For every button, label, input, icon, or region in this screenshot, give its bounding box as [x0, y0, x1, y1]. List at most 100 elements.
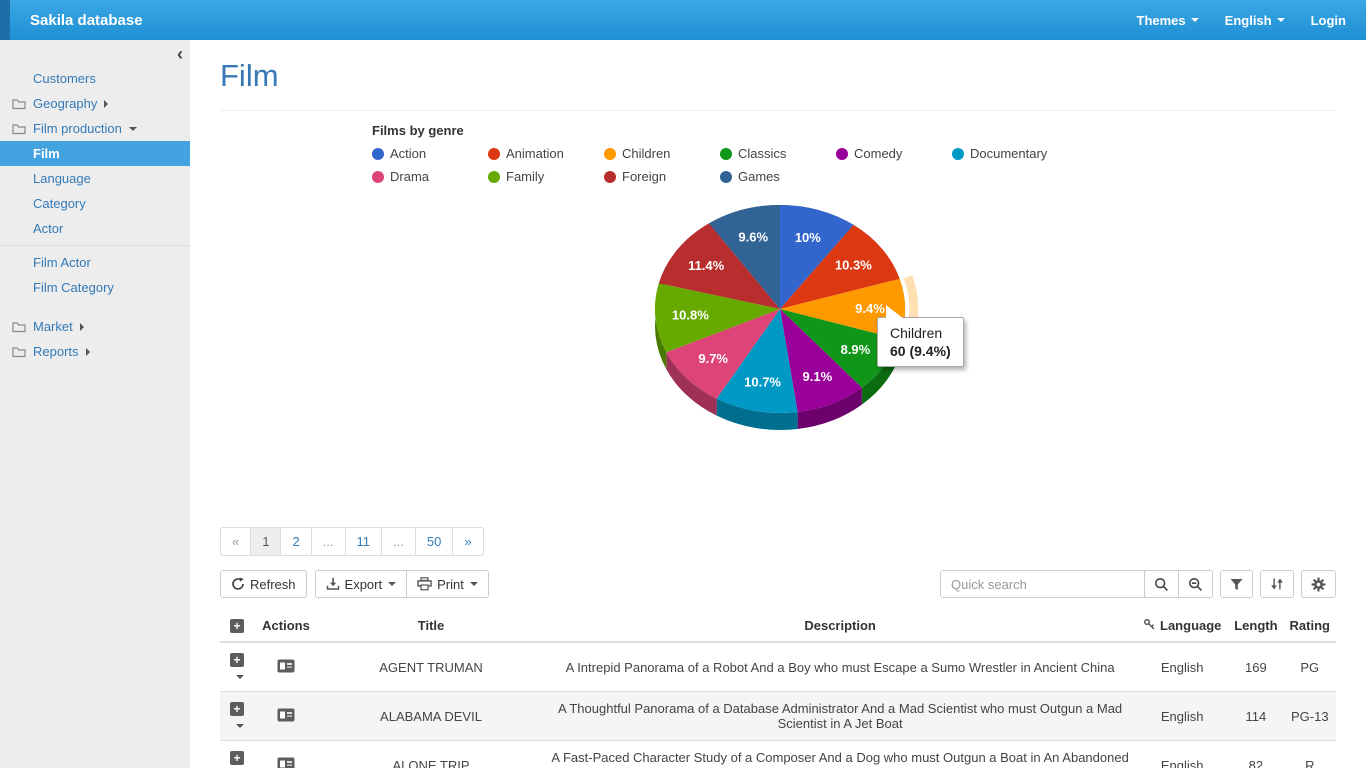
page-link-2[interactable]: 2	[280, 527, 312, 556]
legend-item-family[interactable]: Family	[488, 169, 590, 184]
table-row[interactable]: + AGENT TRUMAN A Intrepid Panorama of a Ro…	[220, 641, 1336, 692]
sidebar-item-film-production[interactable]: Film production	[0, 116, 190, 141]
quick-search-input[interactable]	[940, 570, 1145, 598]
search-button[interactable]	[1144, 570, 1179, 598]
sidebar-menu: Customers Geography Film production Film Lan…	[0, 40, 190, 364]
print-button[interactable]: Print	[406, 570, 489, 598]
chevron-down-icon[interactable]	[235, 675, 244, 679]
expand-row-icon[interactable]: +	[230, 653, 244, 667]
page-link-1[interactable]: 1	[250, 527, 282, 556]
refresh-button[interactable]: Refresh	[220, 570, 307, 598]
pie-slice-family[interactable]	[655, 283, 780, 353]
pie-slice-games[interactable]	[709, 205, 780, 309]
brand[interactable]: Sakila database	[30, 11, 143, 29]
legend-item-comedy[interactable]: Comedy	[836, 146, 938, 161]
settings-button[interactable]	[1301, 570, 1336, 598]
expand-row-icon[interactable]: +	[230, 702, 244, 716]
legend-item-games[interactable]: Games	[720, 169, 822, 184]
pie-slice-classics[interactable]	[780, 309, 900, 388]
pie-slice-documentary[interactable]	[716, 309, 798, 413]
page-link-50[interactable]: 50	[414, 527, 454, 556]
chevron-down-icon[interactable]	[235, 724, 244, 728]
export-button[interactable]: Export	[314, 570, 408, 598]
page-link-xxx[interactable]: ...	[310, 527, 346, 556]
sidebar-collapse-button[interactable]: ‹	[177, 45, 183, 63]
pie-label-documentary: 10.7%	[744, 374, 781, 389]
pie-slice-drama[interactable]	[666, 309, 780, 399]
nav-item-label: Login	[1310, 12, 1346, 28]
page-link-11[interactable]: 11	[344, 527, 383, 556]
export-label: Export	[344, 576, 383, 592]
sidebar-item-market[interactable]: Market	[0, 314, 190, 339]
expand-cell: +	[220, 641, 254, 692]
column-header-rating[interactable]: Rating	[1283, 610, 1336, 643]
sidebar-item-customers[interactable]: Customers	[0, 66, 190, 91]
nav-item-english[interactable]: English	[1225, 13, 1285, 28]
column-header-language[interactable]: Language	[1136, 610, 1229, 643]
nav-item-themes[interactable]: Themes	[1137, 13, 1199, 28]
row-detail-button[interactable]	[277, 708, 295, 722]
sidebar-item-language[interactable]: Language	[0, 166, 190, 191]
legend-label: Foreign	[622, 169, 667, 184]
pagination: «1 2... 11... 50»	[220, 527, 1336, 556]
table-row[interactable]: + ALONE TRIP A Fast-Paced Character Study …	[220, 740, 1336, 768]
navbar: Sakila database Themes English Login	[0, 0, 1366, 40]
sidebar-item-category[interactable]: Category	[0, 191, 190, 216]
tooltip-pointer-icon	[886, 305, 904, 319]
description-cell: A Thoughtful Panorama of a Database Admi…	[544, 691, 1137, 741]
page-item: «	[220, 527, 252, 556]
legend-item-children[interactable]: Children	[604, 146, 706, 161]
clear-search-button[interactable]	[1178, 570, 1213, 598]
pie-slice-animation[interactable]	[780, 224, 900, 309]
folder-icon	[12, 98, 26, 110]
row-detail-button[interactable]	[277, 757, 295, 768]
sidebar-item-label: Reports	[33, 344, 79, 359]
actions-cell	[254, 740, 318, 768]
pie-label-drama: 9.7%	[698, 351, 728, 366]
sidebar-item-film-category[interactable]: Film Category	[0, 275, 190, 300]
sidebar-item-film-actor[interactable]: Film Actor	[0, 250, 190, 275]
page-link-xxx[interactable]: ...	[381, 527, 416, 556]
pie-slice-foreign[interactable]	[658, 223, 780, 309]
pie-label-foreign: 11.4%	[688, 258, 725, 273]
pie-label-action: 10%	[795, 230, 821, 245]
pie-slice-comedy[interactable]	[780, 309, 862, 412]
filter-button[interactable]	[1220, 570, 1253, 598]
column-header-title[interactable]: Title	[318, 610, 544, 643]
length-cell: 169	[1228, 641, 1284, 692]
sidebar-item-actor[interactable]: Actor	[0, 216, 190, 241]
legend-label: Games	[738, 169, 780, 184]
legend-item-foreign[interactable]: Foreign	[604, 169, 706, 184]
legend-item-documentary[interactable]: Documentary	[952, 146, 1054, 161]
legend-item-animation[interactable]: Animation	[488, 146, 590, 161]
legend-item-action[interactable]: Action	[372, 146, 474, 161]
table-row[interactable]: + ALABAMA DEVIL A Thoughtful Panorama of a…	[220, 691, 1336, 741]
sidebar-item-film[interactable]: Film	[0, 141, 190, 166]
main-content: Film Films by genre Action Animation Child…	[190, 0, 1366, 768]
page-link-x[interactable]: »	[452, 527, 484, 556]
nav-item-login[interactable]: Login	[1311, 13, 1346, 28]
sidebar-item-geography[interactable]: Geography	[0, 91, 190, 116]
pie-slice-action[interactable]	[780, 205, 854, 309]
legend-item-classics[interactable]: Classics	[720, 146, 822, 161]
legend-label: Family	[506, 169, 545, 184]
legend-item-drama[interactable]: Drama	[372, 169, 474, 184]
page-link-x[interactable]: «	[220, 527, 252, 556]
page-item: »	[452, 527, 484, 556]
expand-row-icon[interactable]: +	[230, 751, 244, 765]
pie-slice-children[interactable]	[780, 278, 905, 340]
expand-all-icon[interactable]: +	[230, 619, 244, 633]
column-header-length[interactable]: Length	[1228, 610, 1284, 643]
row-detail-button[interactable]	[277, 659, 295, 673]
legend-dot-icon	[952, 147, 964, 160]
table-header-row: + Actions Title Description Language Len…	[220, 610, 1336, 643]
column-header-actions[interactable]: Actions	[254, 610, 318, 643]
legend-label: Classics	[738, 146, 787, 161]
column-header-description[interactable]: Description	[544, 610, 1137, 643]
key-icon	[1143, 618, 1156, 631]
export-print-group: Export Print	[314, 570, 489, 598]
pie-chart[interactable]: 10% 10.3% 9.4% 8.9% 9.1% 10.7% 9.7% 10.8% 11.4% 9…	[220, 117, 1336, 519]
sort-button[interactable]	[1260, 570, 1294, 598]
legend-label: Documentary	[970, 146, 1048, 161]
sidebar-item-reports[interactable]: Reports	[0, 339, 190, 364]
